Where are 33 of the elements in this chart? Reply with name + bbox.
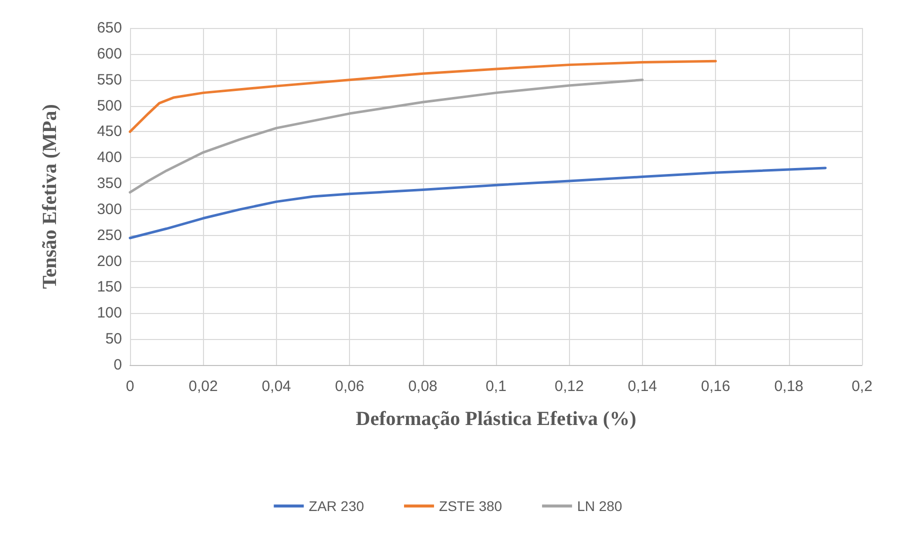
- y-tick-label: 250: [96, 226, 122, 244]
- line-series: [128, 78, 644, 194]
- y-tick-label: 400: [96, 149, 122, 166]
- x-tick-label: 0,1: [486, 378, 506, 395]
- y-tick-label: 200: [96, 252, 122, 270]
- x-tick-label: 0,2: [852, 378, 872, 395]
- y-tick-label: 50: [105, 330, 122, 348]
- y-tick-label: 450: [96, 123, 122, 140]
- line-series: [128, 60, 717, 133]
- x-tick-label: 0: [126, 378, 134, 395]
- y-tick-label: 300: [96, 200, 122, 218]
- x-tick-label: 0,12: [554, 378, 584, 395]
- y-tick-label: 150: [96, 278, 122, 296]
- legend-label: LN 280: [577, 498, 622, 514]
- y-tick-label: 550: [96, 71, 122, 88]
- x-tick-label: 0,04: [262, 378, 291, 395]
- y-tick-label: 0: [114, 356, 122, 374]
- x-tick-label: 0,02: [188, 378, 218, 395]
- legend-label: ZAR 230: [308, 498, 364, 514]
- line-series: [128, 166, 827, 240]
- x-tick-label: 0,14: [628, 378, 657, 395]
- x-tick-label: 0,06: [335, 378, 364, 395]
- x-tick-label: 0,18: [774, 378, 804, 395]
- y-tick-label: 600: [96, 45, 122, 62]
- y-tick-label: 350: [96, 175, 122, 192]
- y-tick-label: 100: [96, 304, 122, 322]
- y-axis-title: Tensão Efetiva (MPa): [39, 104, 61, 289]
- x-tick-label: 0,08: [408, 378, 438, 395]
- x-tick-label: 0,16: [701, 378, 730, 395]
- y-tick-label: 500: [96, 97, 122, 114]
- legend-label: ZSTE 380: [439, 498, 502, 514]
- y-tick-label: 650: [96, 20, 122, 36]
- x-axis-title: Deformação Plástica Efetiva (%): [356, 408, 636, 430]
